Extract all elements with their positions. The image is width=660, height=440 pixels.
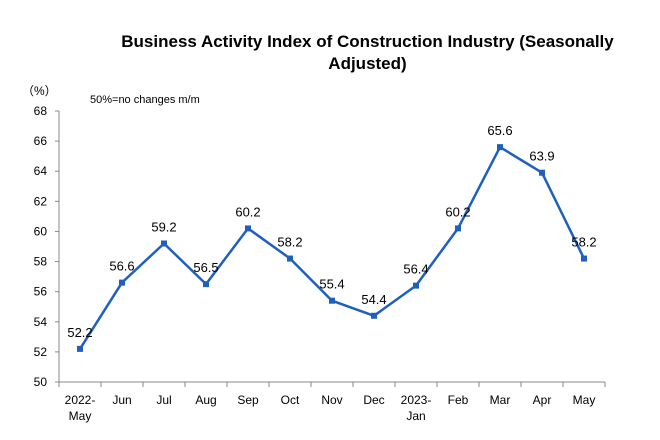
chart-title: Business Activity Index of Construction … bbox=[121, 32, 614, 73]
x-tick-label: Jun bbox=[112, 393, 131, 407]
data-label: 58.2 bbox=[277, 235, 302, 250]
x-tick-label: May bbox=[573, 393, 596, 407]
data-point-marker bbox=[497, 144, 503, 151]
data-point-marker bbox=[203, 281, 209, 288]
baseline-note: 50%=no changes m/m bbox=[90, 94, 200, 106]
x-tick-label: Jul bbox=[156, 393, 171, 407]
y-tick-label: 58 bbox=[34, 255, 48, 269]
y-tick-label: 62 bbox=[34, 194, 48, 208]
data-label: 63.9 bbox=[529, 149, 554, 164]
y-axis-unit-label: （%） bbox=[22, 84, 57, 98]
y-tick-label: 60 bbox=[34, 224, 48, 238]
x-tick-label: Sep bbox=[237, 393, 259, 407]
data-label: 56.4 bbox=[403, 262, 428, 277]
x-tick-label: Feb bbox=[448, 393, 469, 407]
data-point-marker bbox=[245, 225, 251, 232]
axes: 50 52 54 56 58 60 62 64 66 68 2022- May Jun Jul Aug Sep… bbox=[34, 104, 606, 423]
y-tick-label: 54 bbox=[34, 315, 48, 329]
data-point-marker bbox=[581, 255, 587, 262]
data-label: 55.4 bbox=[319, 277, 344, 292]
data-label: 60.2 bbox=[445, 204, 470, 219]
data-point-marker bbox=[329, 297, 335, 304]
x-tick-label: Jan bbox=[406, 409, 425, 423]
x-tick-label: Oct bbox=[281, 393, 300, 407]
data-label: 54.4 bbox=[361, 292, 386, 307]
x-tick-label: 2023- bbox=[401, 393, 432, 407]
y-tick-label: 50 bbox=[34, 375, 48, 389]
data-label: 56.5 bbox=[193, 260, 218, 275]
data-point-marker bbox=[371, 312, 377, 319]
data-point-marker bbox=[161, 240, 167, 247]
series-polyline bbox=[78, 145, 586, 350]
y-tick-label: 66 bbox=[34, 134, 48, 148]
x-tick-label: Mar bbox=[490, 393, 511, 407]
y-tick-label: 68 bbox=[34, 104, 48, 118]
data-point-marker bbox=[119, 279, 125, 286]
data-label: 56.6 bbox=[109, 259, 134, 274]
y-tick-label: 64 bbox=[34, 164, 48, 178]
x-tick-label: Dec bbox=[363, 393, 384, 407]
series-line: 52.2 56.6 59.2 56.5 60.2 58.2 55.4 54.4 56.4 60.2… bbox=[67, 123, 597, 352]
data-point-marker bbox=[77, 345, 83, 352]
data-label: 59.2 bbox=[151, 219, 176, 234]
data-point-marker bbox=[413, 282, 419, 289]
x-tick-label: Nov bbox=[321, 393, 342, 407]
data-point-marker bbox=[455, 225, 461, 232]
data-label: 65.6 bbox=[487, 123, 512, 138]
data-point-marker bbox=[539, 169, 545, 176]
data-label: 58.2 bbox=[571, 235, 596, 250]
y-tick-label: 52 bbox=[34, 345, 48, 359]
x-tick-label: 2022- bbox=[65, 393, 96, 407]
x-tick-label: Apr bbox=[533, 393, 552, 407]
x-tick-label: Aug bbox=[195, 393, 216, 407]
data-point-marker bbox=[287, 255, 293, 262]
x-tick-label: May bbox=[69, 409, 92, 423]
y-tick-label: 56 bbox=[34, 285, 48, 299]
data-label: 52.2 bbox=[67, 325, 92, 340]
data-label: 60.2 bbox=[235, 204, 260, 219]
